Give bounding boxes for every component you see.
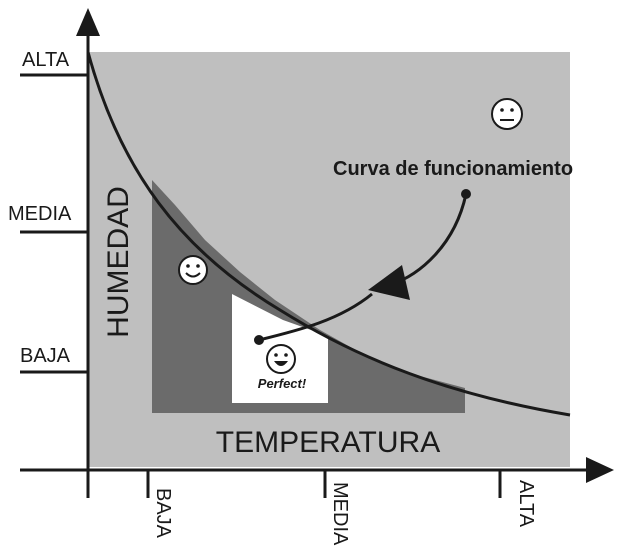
callout-arrowhead (368, 265, 410, 300)
callout-label: Curva de funcionamiento (333, 158, 573, 180)
smile-face-icon (178, 255, 208, 285)
y-tick-label-alta: ALTA (22, 49, 70, 71)
x-tick-label-media: MEDIA (329, 482, 351, 546)
perfect-label: Perfect! (258, 376, 307, 391)
x-tick-label-alta: ALTA (515, 480, 537, 528)
comfort-zone (152, 180, 465, 413)
pointer-line (258, 292, 373, 342)
y-tick-label-baja: BAJA (20, 345, 71, 367)
neutral-face-icon (491, 98, 523, 130)
y-axis-title: HUMEDAD (102, 186, 135, 338)
x-axis-title: TEMPERATURA (216, 426, 440, 459)
x-axis-arrow (586, 457, 614, 483)
performance-curve (86, 51, 571, 417)
y-tick-label-media: MEDIA (8, 203, 72, 225)
x-tick-label-baja: BAJA (152, 488, 174, 539)
y-axis-arrow (76, 8, 100, 36)
laugh-face-icon (266, 344, 296, 374)
